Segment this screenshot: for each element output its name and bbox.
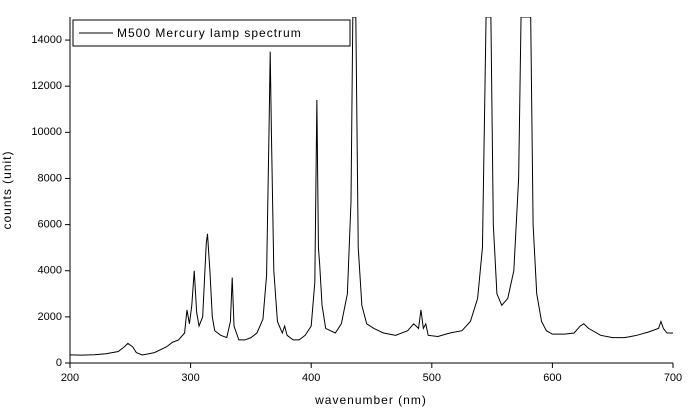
x-tick-label: 700: [664, 372, 682, 384]
x-tick-label: 300: [181, 372, 199, 384]
x-tick-label: 600: [543, 372, 561, 384]
y-tick-label: 12000: [31, 80, 62, 92]
y-tick-label: 14000: [31, 34, 62, 46]
y-tick-label: 0: [56, 357, 62, 369]
x-axis-title: wavenumber (nm): [314, 393, 427, 407]
legend-label: M500 Mercury lamp spectrum: [117, 26, 302, 40]
y-tick-label: 2000: [38, 311, 62, 323]
spectrum-line: [70, 17, 673, 356]
x-tick-label: 200: [61, 372, 79, 384]
y-tick-label: 6000: [38, 219, 62, 231]
y-tick-label: 4000: [38, 265, 62, 277]
y-tick-label: 8000: [38, 172, 62, 184]
x-tick-label: 400: [302, 372, 320, 384]
y-tick-label: 10000: [31, 126, 62, 138]
y-axis-title: counts (unit): [0, 150, 14, 229]
x-tick-label: 500: [423, 372, 441, 384]
legend-box: [72, 19, 351, 47]
